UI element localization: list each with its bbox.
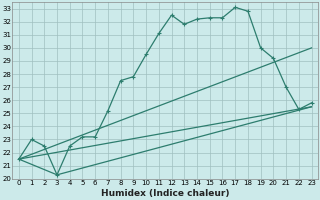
X-axis label: Humidex (Indice chaleur): Humidex (Indice chaleur): [101, 189, 229, 198]
